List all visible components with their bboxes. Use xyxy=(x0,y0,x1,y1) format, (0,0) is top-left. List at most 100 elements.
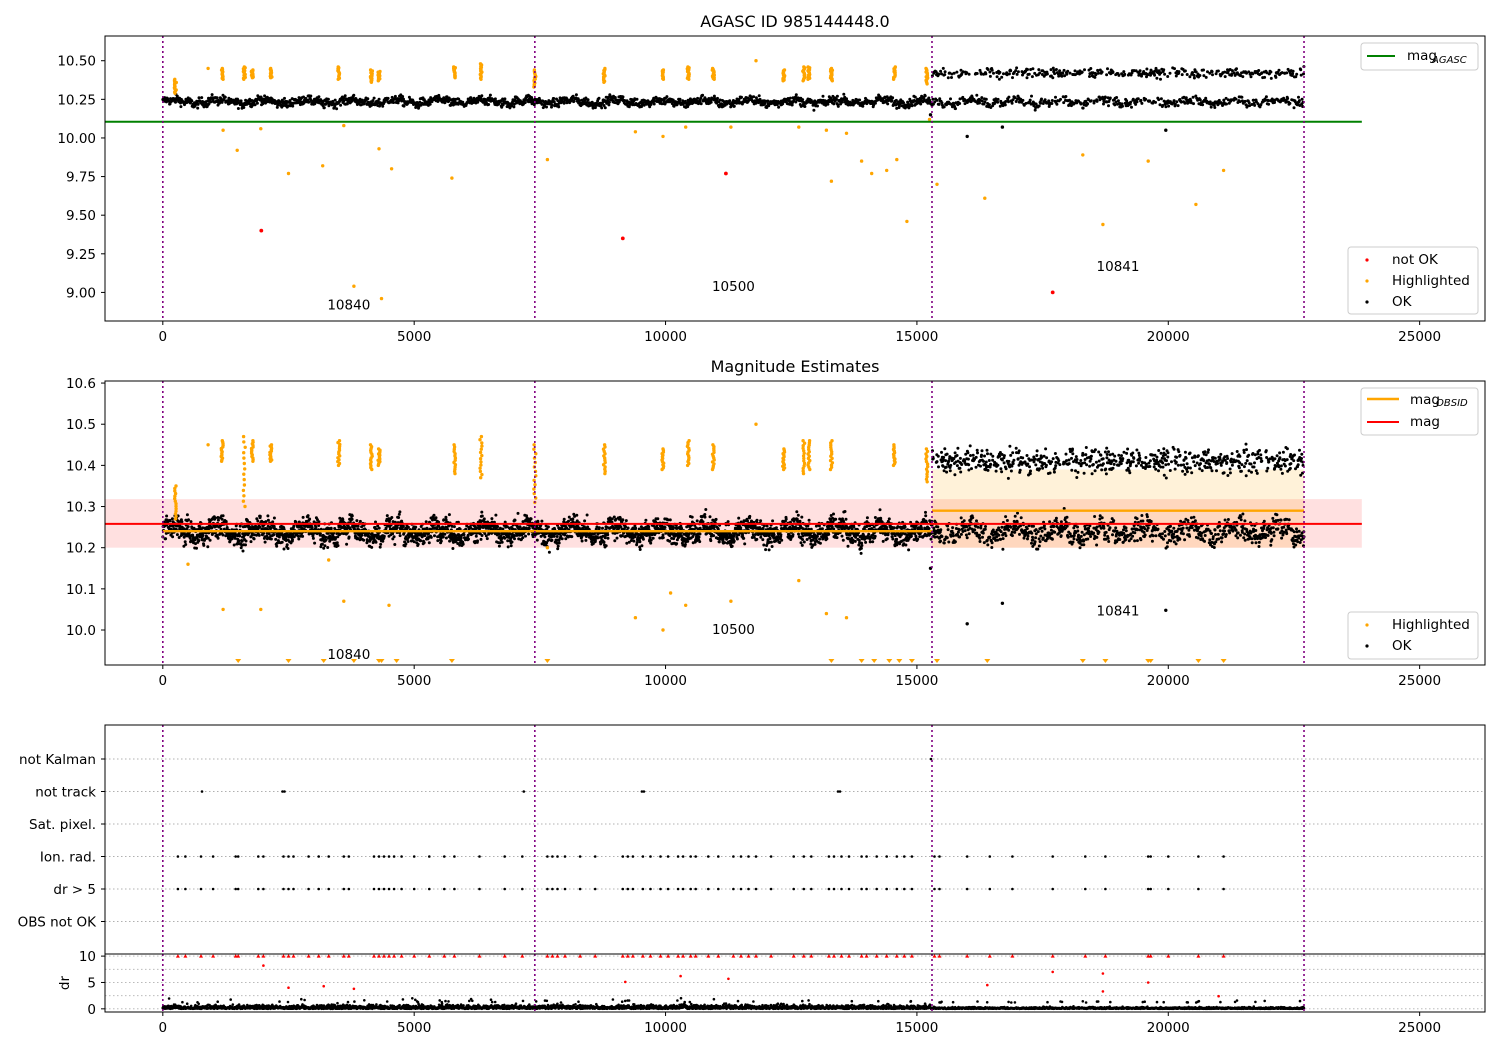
ok-point xyxy=(1068,98,1071,102)
ok-point xyxy=(406,540,410,543)
ok-point xyxy=(1116,99,1120,103)
ok-point xyxy=(552,534,556,538)
ok-point xyxy=(1004,100,1008,103)
not-ok-point xyxy=(724,171,728,176)
ok-point xyxy=(1024,101,1028,105)
ok-point xyxy=(530,96,534,99)
not-ok-point xyxy=(620,236,625,241)
highlighted-point xyxy=(452,65,456,69)
ok-point xyxy=(1083,68,1086,72)
ok-point xyxy=(958,97,962,101)
ok-point xyxy=(740,95,743,99)
ok-point xyxy=(372,96,376,100)
ok-point xyxy=(752,95,756,99)
ok-point xyxy=(950,76,953,79)
ok-point xyxy=(543,535,547,539)
ok-point xyxy=(1299,73,1303,77)
highlighted-point xyxy=(893,65,897,69)
ok-point xyxy=(385,514,389,518)
ok-point xyxy=(720,102,724,106)
ok-point xyxy=(661,533,665,537)
ok-point xyxy=(286,547,290,550)
ok-point xyxy=(1063,74,1067,78)
ok-point xyxy=(605,101,609,105)
ok-point xyxy=(296,534,300,538)
ok-point xyxy=(490,517,494,521)
ok-point xyxy=(241,549,245,553)
ok-point xyxy=(949,97,952,101)
ok-point xyxy=(1277,68,1281,72)
ok-point xyxy=(216,516,220,519)
ok-point xyxy=(190,99,194,103)
ok-point xyxy=(1103,95,1107,99)
ok-point xyxy=(1005,73,1009,77)
ok-point xyxy=(412,540,416,544)
highlighted-point xyxy=(633,130,638,134)
ok-point xyxy=(1089,67,1093,70)
ok-point xyxy=(401,95,405,98)
ok-point xyxy=(604,544,608,548)
ok-point xyxy=(1247,70,1251,74)
ok-point xyxy=(788,96,792,100)
ok-point xyxy=(1130,105,1133,109)
ok-point xyxy=(1140,101,1144,105)
ok-point xyxy=(1260,71,1264,75)
ok-point xyxy=(935,98,939,102)
ok-point xyxy=(826,102,830,106)
ok-point xyxy=(188,536,192,540)
top-ref-legend-box xyxy=(1360,42,1479,71)
ok-point xyxy=(442,518,446,522)
ok-point xyxy=(1096,69,1100,73)
ok-point xyxy=(943,73,947,77)
ok-point xyxy=(450,524,454,528)
ok-point xyxy=(923,94,927,98)
ok-point xyxy=(246,519,249,523)
ok-point xyxy=(220,100,224,104)
ok-point xyxy=(461,542,465,546)
ok-point xyxy=(323,544,327,548)
ok-point xyxy=(990,68,994,72)
ok-point xyxy=(398,534,402,538)
ok-point xyxy=(655,524,659,528)
ok-point xyxy=(596,536,600,540)
ok-point xyxy=(250,533,254,537)
ok-point xyxy=(210,93,214,97)
ok-point xyxy=(959,68,963,72)
ok-point xyxy=(313,541,317,545)
ok-point xyxy=(1204,75,1208,79)
ok-point xyxy=(1100,70,1104,74)
ok-point xyxy=(1148,99,1152,103)
ok-point xyxy=(873,101,877,105)
ok-point xyxy=(623,99,627,103)
ok-point xyxy=(406,525,410,529)
highlighted-point xyxy=(321,164,325,168)
ok-point xyxy=(382,534,386,538)
ok-point xyxy=(1162,68,1166,72)
highlighted-point xyxy=(754,59,758,63)
ok-point xyxy=(922,97,926,101)
top-axis-frame xyxy=(104,35,1486,322)
ok-point xyxy=(547,550,551,554)
highlighted-point xyxy=(478,62,483,66)
ok-point xyxy=(586,98,590,102)
ok-point xyxy=(946,76,950,80)
ok-point xyxy=(832,102,836,106)
ok-point xyxy=(937,102,941,106)
ok-point xyxy=(613,531,617,535)
ok-point xyxy=(258,514,262,518)
ok-point xyxy=(580,539,584,543)
ok-point xyxy=(1130,71,1134,75)
ok-point xyxy=(988,70,992,74)
ok-point xyxy=(213,516,217,520)
ok-point xyxy=(1121,104,1124,108)
ok-point xyxy=(352,93,356,97)
ok-point xyxy=(536,519,540,523)
ok-point xyxy=(497,532,501,536)
ok-point xyxy=(527,527,531,530)
ok-point xyxy=(765,106,769,109)
ok-point xyxy=(1238,100,1242,104)
y-tick-label: 10.50 xyxy=(57,54,96,70)
ok-point xyxy=(1264,98,1267,102)
ok-point xyxy=(206,536,210,540)
